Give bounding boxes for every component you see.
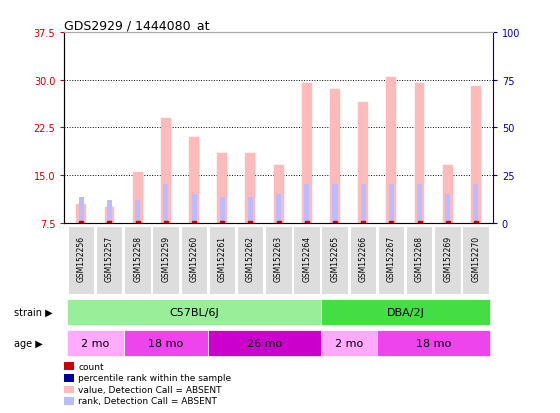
FancyBboxPatch shape <box>209 226 235 294</box>
Text: 2 mo: 2 mo <box>335 338 363 348</box>
Bar <box>417 185 422 223</box>
FancyBboxPatch shape <box>463 226 489 294</box>
FancyBboxPatch shape <box>208 330 321 356</box>
FancyBboxPatch shape <box>124 226 151 294</box>
Bar <box>245 153 255 223</box>
FancyBboxPatch shape <box>377 330 490 356</box>
FancyBboxPatch shape <box>180 226 207 294</box>
Bar <box>445 195 450 223</box>
FancyBboxPatch shape <box>406 226 432 294</box>
Bar <box>248 198 253 223</box>
Text: GSM152267: GSM152267 <box>387 236 396 282</box>
Text: GSM152263: GSM152263 <box>274 236 283 282</box>
FancyBboxPatch shape <box>237 226 263 294</box>
FancyBboxPatch shape <box>152 226 179 294</box>
Text: GSM152266: GSM152266 <box>358 236 368 282</box>
Bar <box>414 84 424 223</box>
Bar <box>161 119 171 223</box>
FancyBboxPatch shape <box>68 226 94 294</box>
Text: GSM152264: GSM152264 <box>302 236 311 282</box>
Text: GSM152258: GSM152258 <box>133 236 142 282</box>
Bar <box>220 198 225 223</box>
Bar <box>217 153 227 223</box>
Text: 26 mo: 26 mo <box>247 338 282 348</box>
Bar <box>333 185 338 223</box>
Text: percentile rank within the sample: percentile rank within the sample <box>78 373 231 382</box>
Bar <box>304 185 309 223</box>
Text: 2 mo: 2 mo <box>81 338 110 348</box>
Bar <box>358 103 368 223</box>
Bar <box>471 87 481 223</box>
Text: age ▶: age ▶ <box>14 338 43 348</box>
Text: GSM152260: GSM152260 <box>189 236 199 282</box>
FancyBboxPatch shape <box>67 330 124 356</box>
Text: GSM152268: GSM152268 <box>415 236 424 282</box>
Text: 18 mo: 18 mo <box>148 338 184 348</box>
FancyBboxPatch shape <box>321 330 377 356</box>
FancyBboxPatch shape <box>349 226 376 294</box>
Text: count: count <box>78 362 104 371</box>
FancyBboxPatch shape <box>265 226 292 294</box>
Bar <box>133 172 143 223</box>
Bar <box>189 138 199 223</box>
FancyBboxPatch shape <box>96 226 123 294</box>
Text: GSM152262: GSM152262 <box>246 236 255 282</box>
Text: C57BL/6J: C57BL/6J <box>169 307 219 317</box>
Text: DBA/2J: DBA/2J <box>386 307 424 317</box>
Text: strain ▶: strain ▶ <box>14 307 53 317</box>
FancyBboxPatch shape <box>124 330 208 356</box>
Text: GSM152256: GSM152256 <box>77 236 86 282</box>
FancyBboxPatch shape <box>434 226 461 294</box>
Text: GSM152257: GSM152257 <box>105 236 114 282</box>
Bar <box>76 204 86 223</box>
Text: GSM152259: GSM152259 <box>161 236 170 282</box>
Bar <box>386 77 396 223</box>
Bar <box>302 84 312 223</box>
Bar <box>330 90 340 223</box>
Bar <box>105 207 114 223</box>
FancyBboxPatch shape <box>321 226 348 294</box>
FancyBboxPatch shape <box>321 299 490 325</box>
Bar <box>443 166 452 223</box>
Bar <box>164 185 169 223</box>
FancyBboxPatch shape <box>67 299 321 325</box>
Text: value, Detection Call = ABSENT: value, Detection Call = ABSENT <box>78 385 222 394</box>
Bar <box>389 185 394 223</box>
Bar <box>192 195 197 223</box>
Text: rank, Detection Call = ABSENT: rank, Detection Call = ABSENT <box>78 396 217 406</box>
Bar <box>276 195 281 223</box>
Text: GSM152270: GSM152270 <box>472 236 480 282</box>
Text: 18 mo: 18 mo <box>416 338 451 348</box>
Bar <box>135 201 140 223</box>
Text: GSM152265: GSM152265 <box>330 236 339 282</box>
Bar <box>274 166 283 223</box>
Bar <box>107 201 112 223</box>
Bar <box>79 198 84 223</box>
Text: GSM152261: GSM152261 <box>218 236 227 282</box>
Bar <box>473 185 478 223</box>
Text: GDS2929 / 1444080_at: GDS2929 / 1444080_at <box>64 19 210 32</box>
Text: GSM152269: GSM152269 <box>443 236 452 282</box>
FancyBboxPatch shape <box>293 226 320 294</box>
Bar <box>361 185 366 223</box>
FancyBboxPatch shape <box>378 226 404 294</box>
